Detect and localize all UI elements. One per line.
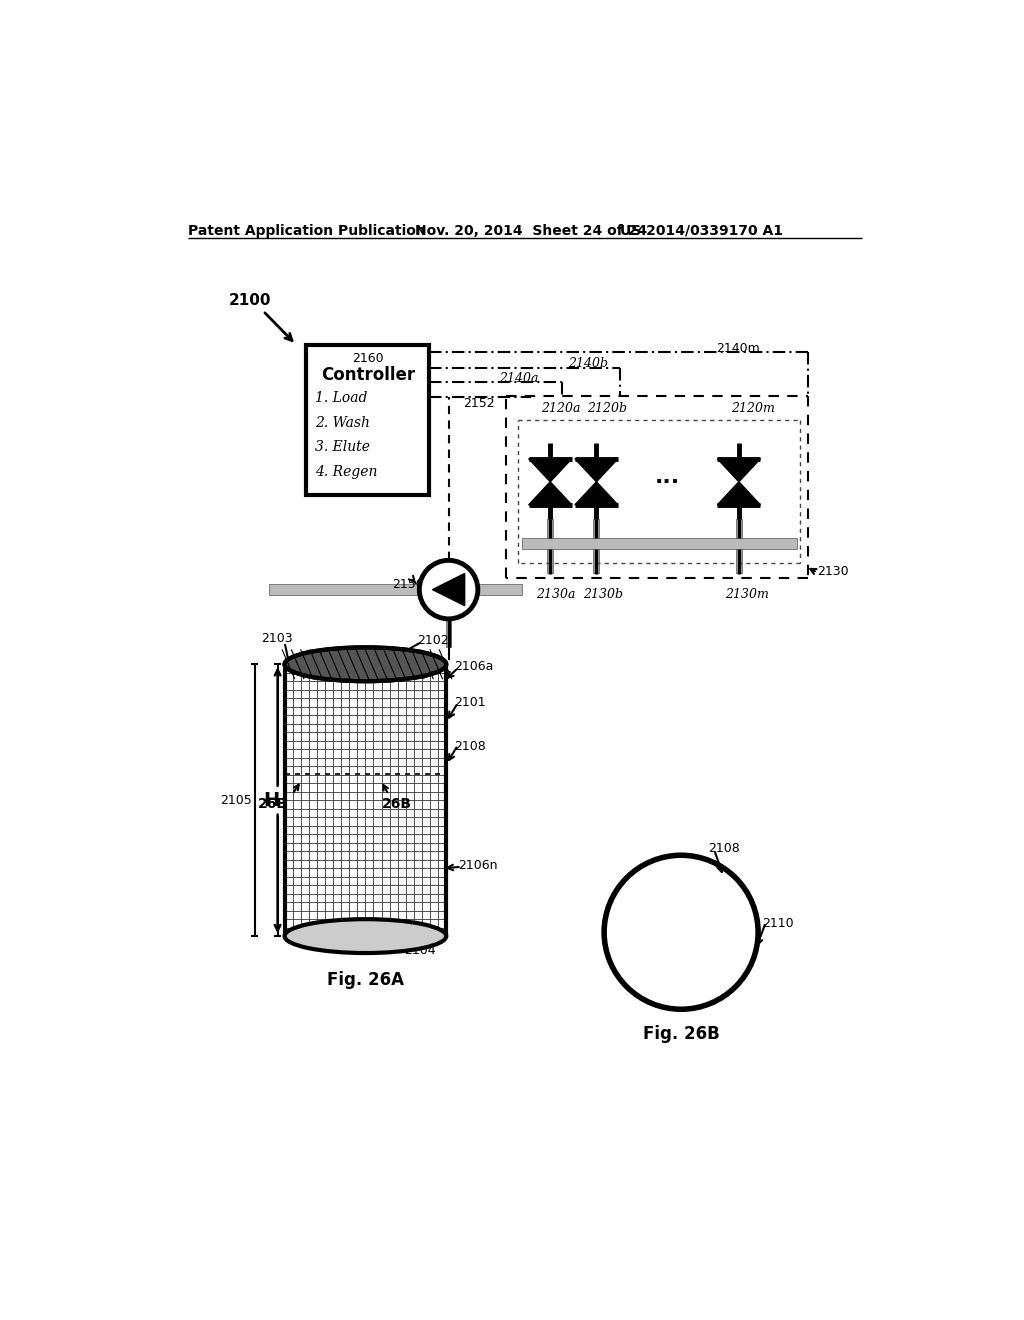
Polygon shape (528, 459, 571, 482)
Text: 2120a: 2120a (541, 401, 581, 414)
Text: 2. Wash: 2. Wash (315, 416, 371, 429)
Text: 2140m: 2140m (716, 342, 760, 355)
Text: 2130: 2130 (817, 565, 849, 578)
Bar (593, 549, 599, 573)
Text: Controller: Controller (321, 366, 415, 384)
Text: 2130a: 2130a (537, 589, 575, 601)
Text: Patent Application Publication: Patent Application Publication (188, 224, 426, 238)
Polygon shape (432, 573, 465, 606)
Text: 2120m: 2120m (731, 401, 775, 414)
Text: 2130m: 2130m (725, 589, 769, 601)
Text: 2105: 2105 (220, 793, 252, 807)
Text: 2160: 2160 (352, 352, 384, 366)
Text: Fig. 26A: Fig. 26A (327, 970, 403, 989)
Circle shape (604, 855, 758, 1010)
Text: Nov. 20, 2014  Sheet 24 of 24: Nov. 20, 2014 Sheet 24 of 24 (416, 224, 647, 238)
Text: Fig. 26B: Fig. 26B (643, 1024, 720, 1043)
Text: 2101: 2101 (454, 696, 485, 709)
Bar (547, 549, 553, 573)
Bar (593, 519, 599, 539)
Text: 2152: 2152 (463, 397, 495, 411)
Text: ...: ... (654, 467, 680, 487)
Bar (478, 585, 521, 595)
Text: 26B: 26B (258, 797, 288, 812)
Text: H: H (263, 791, 280, 809)
Bar (269, 585, 419, 595)
Bar (285, 664, 446, 936)
Ellipse shape (285, 647, 446, 681)
Ellipse shape (285, 919, 446, 953)
Text: 2110: 2110 (762, 917, 794, 929)
Bar (306, 345, 429, 495)
Text: 2100: 2100 (229, 293, 271, 308)
Text: 4. Regen: 4. Regen (315, 465, 378, 479)
Polygon shape (717, 459, 761, 482)
Text: 2108: 2108 (454, 739, 485, 752)
Text: 2150: 2150 (392, 578, 424, 591)
Text: 2106a: 2106a (454, 660, 494, 673)
Text: 2140b: 2140b (568, 358, 608, 370)
Text: 2103: 2103 (261, 632, 293, 645)
Polygon shape (528, 482, 571, 506)
Polygon shape (717, 482, 761, 506)
Text: 2120b: 2120b (587, 401, 627, 414)
Text: 2130b: 2130b (583, 589, 623, 601)
Text: 26B: 26B (382, 797, 413, 812)
Text: 2108: 2108 (708, 842, 739, 855)
Bar (547, 519, 553, 539)
Text: 2104: 2104 (403, 944, 435, 957)
Text: 2106n: 2106n (458, 859, 498, 873)
Bar (521, 539, 797, 549)
Circle shape (419, 560, 478, 619)
Text: 1. Load: 1. Load (315, 391, 368, 405)
Text: 2140a: 2140a (499, 372, 539, 384)
Bar (736, 519, 742, 539)
Bar (736, 549, 742, 573)
Polygon shape (574, 459, 617, 482)
Text: 2102: 2102 (417, 635, 449, 647)
Text: 3. Elute: 3. Elute (315, 441, 371, 454)
Polygon shape (574, 482, 617, 506)
Text: US 2014/0339170 A1: US 2014/0339170 A1 (620, 224, 782, 238)
Bar (446, 619, 451, 647)
